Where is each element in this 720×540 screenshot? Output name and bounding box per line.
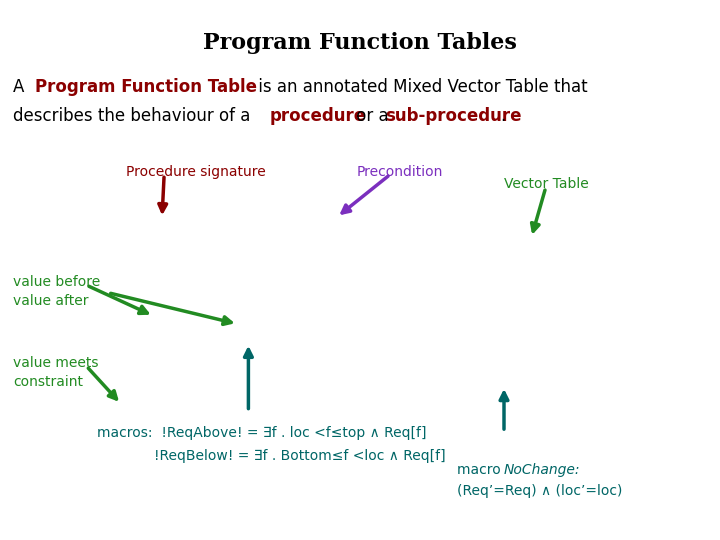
Text: sub-procedure: sub-procedure — [385, 106, 522, 125]
Text: Program Function Tables: Program Function Tables — [203, 32, 517, 54]
Text: Precondition: Precondition — [356, 165, 443, 179]
Text: describes the behaviour of a: describes the behaviour of a — [13, 106, 256, 125]
Text: Procedure signature: Procedure signature — [126, 165, 266, 179]
Text: Vector Table: Vector Table — [504, 177, 589, 191]
Text: Program Function Table: Program Function Table — [35, 78, 256, 97]
Text: !ReqBelow! = ∃f . Bottom≤f <loc ∧ Req[f]: !ReqBelow! = ∃f . Bottom≤f <loc ∧ Req[f] — [97, 449, 446, 463]
Text: value before
value after: value before value after — [13, 275, 100, 308]
Text: is an annotated Mixed Vector Table that: is an annotated Mixed Vector Table that — [253, 78, 588, 97]
Text: .: . — [500, 106, 505, 125]
Text: procedure: procedure — [270, 106, 366, 125]
Text: NoChange:: NoChange: — [503, 463, 580, 477]
Text: or a: or a — [351, 106, 395, 125]
Text: value meets
constraint: value meets constraint — [13, 356, 99, 389]
Text: A: A — [13, 78, 30, 97]
Text: (Req’=Req) ∧ (loc’=loc): (Req’=Req) ∧ (loc’=loc) — [457, 484, 623, 498]
Text: macros:  !ReqAbove! = ∃f . loc <f≤top ∧ Req[f]: macros: !ReqAbove! = ∃f . loc <f≤top ∧ R… — [97, 426, 427, 440]
Text: macro: macro — [457, 463, 505, 477]
